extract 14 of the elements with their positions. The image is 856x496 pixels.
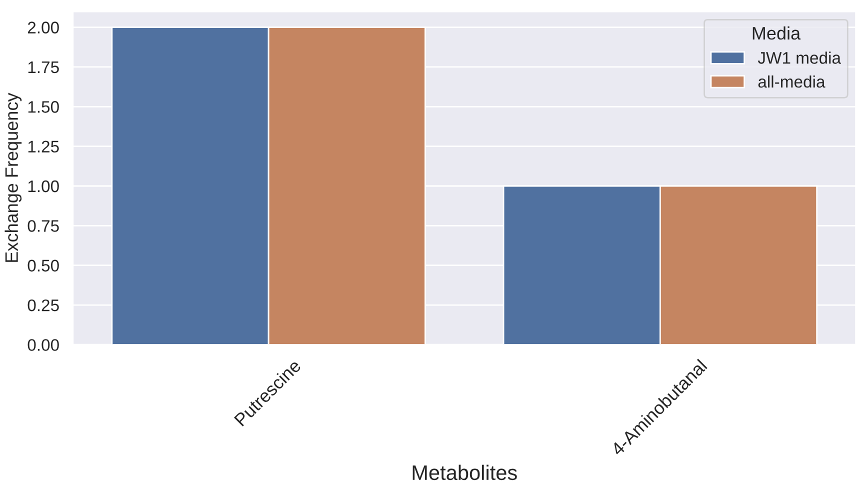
x-axis-title: Metabolites [412,464,517,480]
legend-label: all-media [758,75,826,88]
y-tick-label: 1.00 [28,180,59,192]
y-tick-label: 0.75 [28,220,59,232]
legend-label: JW1 media [758,52,842,64]
y-tick-label: 2.00 [28,22,59,34]
y-tick-label: 1.50 [28,101,59,113]
y-axis-title: Exchange Frequency [4,92,22,262]
y-tick-label: 1.25 [28,140,59,153]
y-tick-label: 0.50 [28,260,59,272]
y-tick-label: 0.25 [28,299,59,312]
legend-title: Media [752,26,801,40]
y-tick-label: 1.75 [28,62,59,74]
y-tick-label: 0.00 [28,339,59,351]
